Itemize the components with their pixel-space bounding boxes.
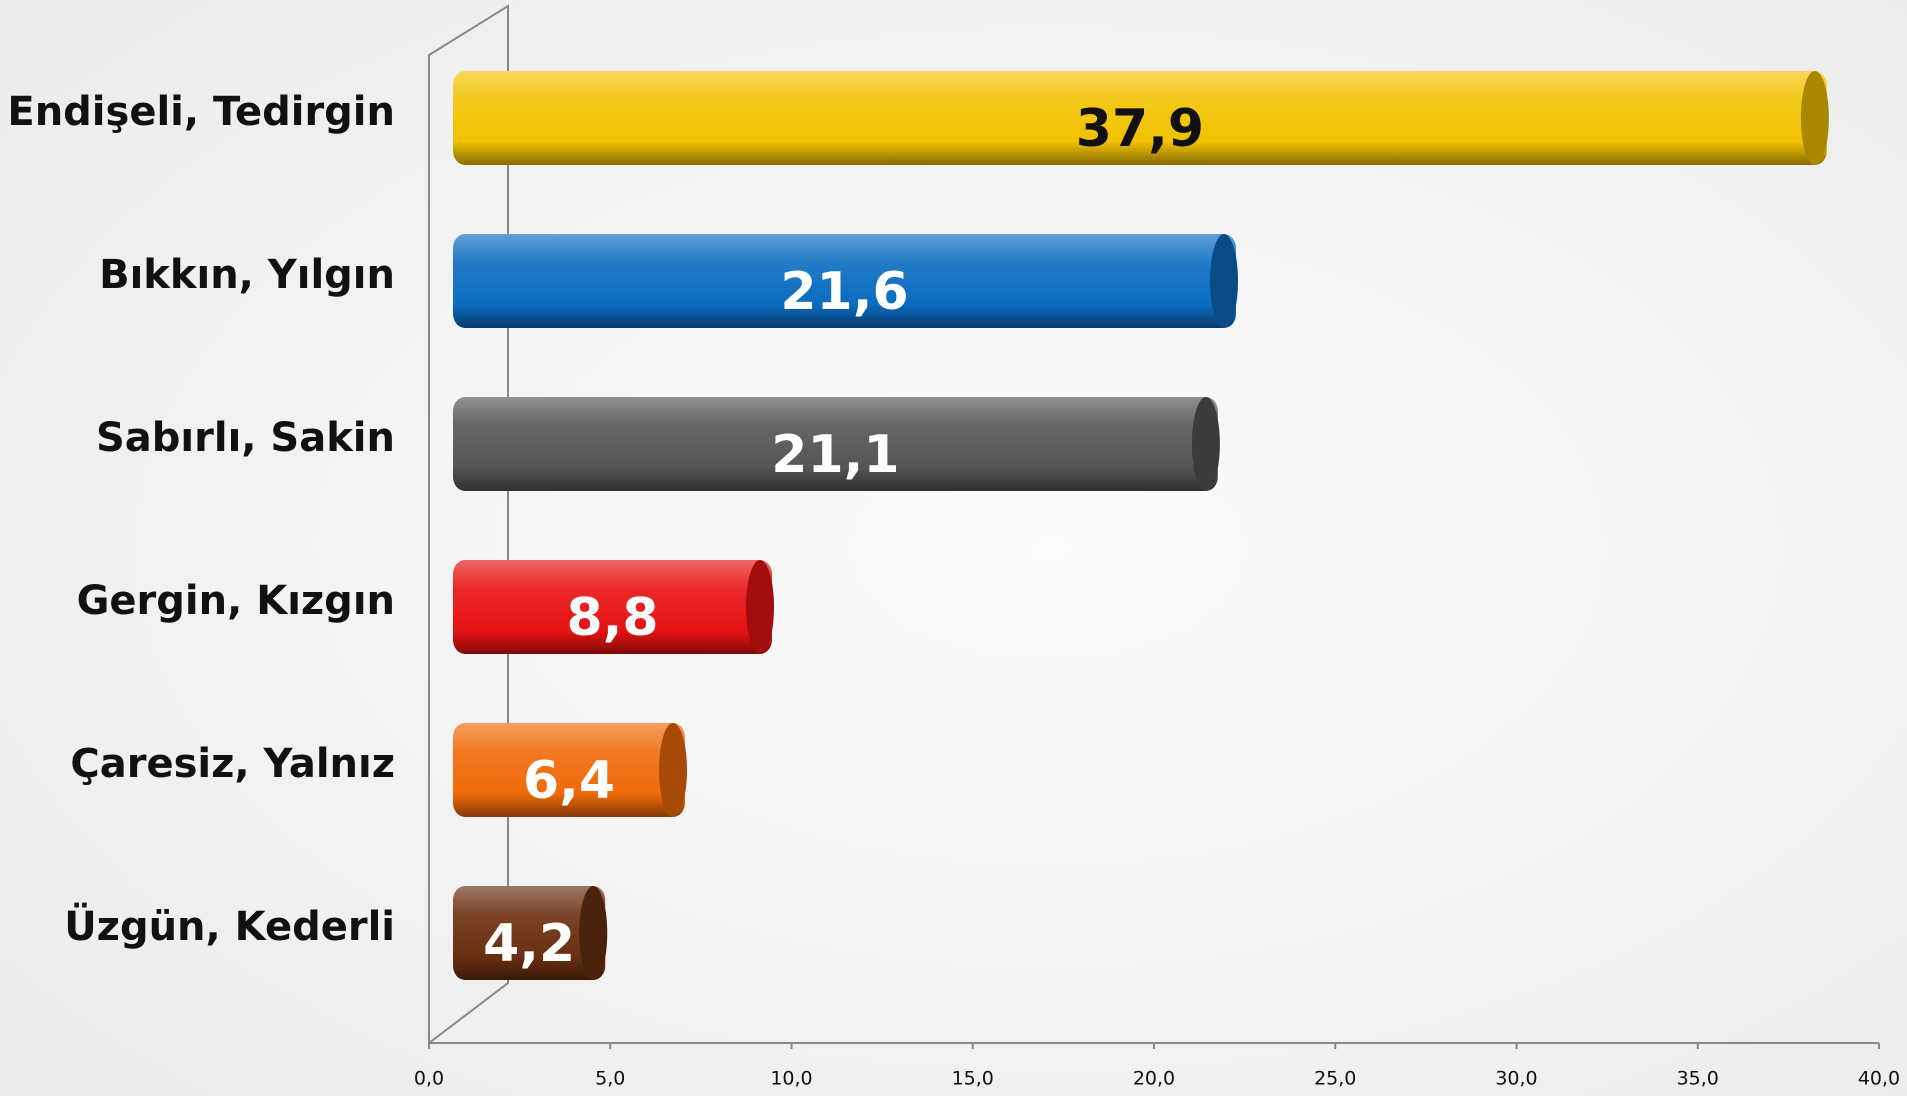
- value-label: 8,8: [566, 588, 658, 648]
- x-tick-label: 25,0: [1314, 1068, 1356, 1090]
- x-tick-label: 40,0: [1858, 1068, 1900, 1090]
- bar-cap: [1191, 397, 1220, 491]
- category-label: Bıkkın, Yılgın: [99, 252, 395, 298]
- value-label: 37,9: [1076, 99, 1204, 159]
- value-label: 6,4: [523, 751, 615, 811]
- bar-cap: [746, 560, 774, 654]
- bar: [453, 397, 1218, 491]
- x-tick-label: 30,0: [1495, 1068, 1537, 1090]
- bar: [453, 71, 1827, 165]
- x-tick-label: 35,0: [1677, 1068, 1719, 1090]
- value-label: 4,2: [483, 914, 575, 974]
- category-label: Endişeli, Tedirgin: [7, 89, 395, 135]
- bar-cap: [1800, 71, 1829, 165]
- bar-cap: [579, 886, 608, 980]
- category-label: Üzgün, Kederli: [64, 902, 395, 950]
- bar: [453, 560, 772, 654]
- bar: [453, 723, 685, 817]
- x-tick-label: 10,0: [770, 1068, 812, 1090]
- value-label: 21,6: [780, 262, 908, 322]
- value-label: 21,1: [771, 425, 899, 485]
- x-tick-label: 5,0: [595, 1068, 625, 1090]
- category-label: Çaresiz, Yalnız: [70, 741, 395, 787]
- bar-cap: [1210, 234, 1238, 328]
- category-label: Gergin, Kızgın: [77, 578, 395, 624]
- bar: [453, 886, 606, 980]
- bar: [453, 234, 1236, 328]
- x-tick-label: 15,0: [952, 1068, 994, 1090]
- bar-cap: [659, 723, 687, 817]
- x-tick-label: 0,0: [414, 1068, 444, 1090]
- x-tick-label: 20,0: [1133, 1068, 1175, 1090]
- category-label: Sabırlı, Sakin: [96, 415, 395, 461]
